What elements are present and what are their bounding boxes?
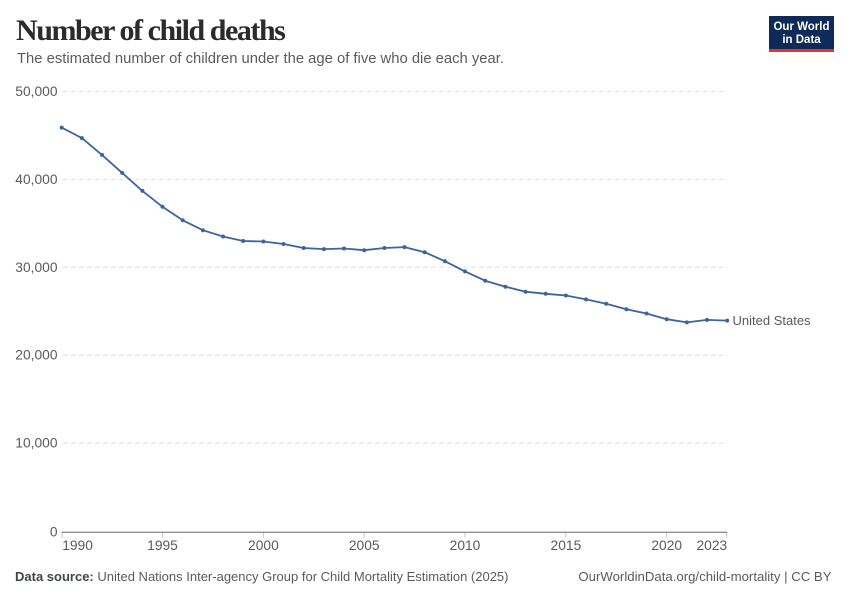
svg-text:2023: 2023 [696, 538, 727, 553]
svg-text:20,000: 20,000 [15, 348, 58, 363]
svg-text:50,000: 50,000 [15, 84, 58, 99]
svg-text:2020: 2020 [651, 538, 682, 553]
svg-text:United States: United States [733, 313, 812, 328]
svg-text:1995: 1995 [147, 538, 178, 553]
svg-text:2005: 2005 [349, 538, 380, 553]
svg-text:10,000: 10,000 [15, 436, 58, 451]
svg-text:1990: 1990 [62, 538, 93, 553]
svg-text:2010: 2010 [450, 538, 481, 553]
svg-text:40,000: 40,000 [15, 172, 58, 187]
svg-text:30,000: 30,000 [15, 260, 58, 275]
svg-text:2000: 2000 [248, 538, 279, 553]
svg-text:0: 0 [50, 524, 58, 539]
svg-text:2015: 2015 [551, 538, 582, 553]
